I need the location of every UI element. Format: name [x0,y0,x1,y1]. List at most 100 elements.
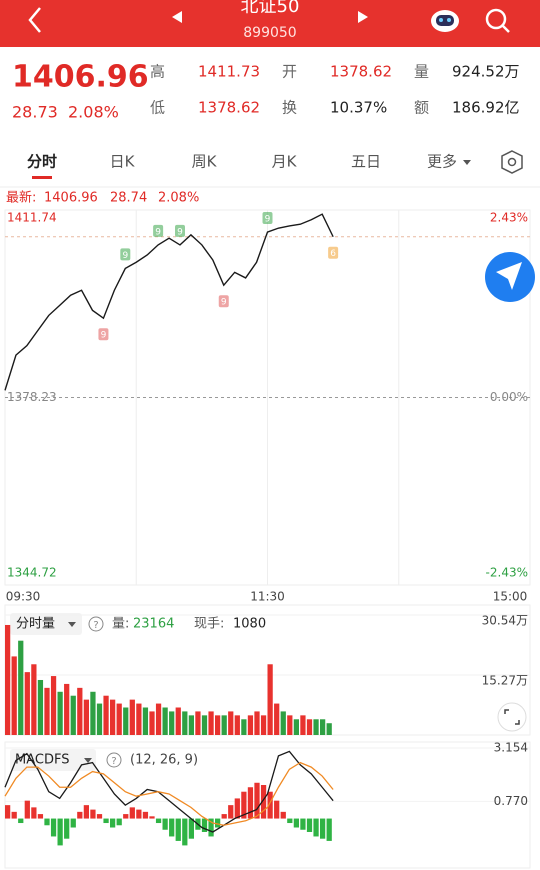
volume-title[interactable]: 分时量 [16,617,55,632]
latest-change: 28.74 [110,191,147,206]
volume-bar [96,703,103,735]
field-value: 186.92亿 [452,99,520,117]
tab[interactable]: 更多 [427,153,457,171]
volume-bar [274,703,280,735]
tab[interactable]: 周K [192,153,218,171]
dropdown-arrow [68,622,76,627]
field-label: 换 [282,99,297,117]
signal-label: 9 [122,251,128,261]
volume-bar [300,715,306,735]
macd-bar [70,818,76,828]
macd-bar [96,814,103,819]
macd-title[interactable]: MACDFS [15,753,69,768]
y-tick-label: 3.154 [494,741,528,755]
macd-bar [142,811,149,819]
y-tick-label: 30.54万 [482,614,528,628]
field-value: 1378.62 [330,63,392,81]
svg-text:?: ? [111,756,116,767]
header-code: 899050 [243,25,296,41]
settings-icon[interactable] [501,150,523,174]
volume-bar [155,703,162,735]
volume-bar [116,703,122,735]
hand-label: 现手: [194,617,224,632]
tab[interactable]: 分时 [27,153,57,171]
macd-line [4,750,334,833]
macd-bar [201,818,208,832]
macd-bar [300,818,306,830]
macd-bar [5,805,11,819]
tab[interactable]: 月K [272,153,298,171]
help-icon[interactable]: ? [106,752,122,768]
volume-bar [313,719,319,735]
field-label: 开 [282,63,297,81]
macd-bar [241,791,247,819]
floating-button[interactable] [485,252,535,302]
macd-bar [155,818,162,824]
macd-bar [215,818,221,828]
signal-label: 9 [101,331,107,341]
svg-text:?: ? [93,620,98,631]
macd-bar [37,814,44,819]
tab[interactable]: 日K [110,153,136,171]
volume-bar [260,715,267,735]
volume-bar [44,687,50,735]
macd-bar [116,818,122,826]
macd-params: (12, 26, 9) [130,753,198,768]
field-value: 1378.62 [198,99,260,117]
field-value: 924.52万 [452,63,520,81]
y-tick-label: 1411.74 [7,211,57,225]
signal-marker [98,328,109,341]
macd-bar [267,791,273,819]
x-tick-label: 09:30 [6,590,41,604]
help-icon[interactable]: ? [88,616,104,632]
signal-marker [153,224,164,237]
macd-bar [11,811,17,819]
volume-bar [11,656,17,735]
dropdown-arrow [84,758,92,763]
last-price: 1406.96 [12,60,149,95]
volume-bar [195,711,201,735]
macd-bar [208,818,214,837]
volume-bar [142,707,149,735]
volume-bar [188,715,194,735]
signal-marker [175,224,185,237]
back-button[interactable] [28,7,41,33]
macd-bar [31,807,37,819]
macd-bar [228,805,234,819]
macd-selector[interactable] [10,749,96,771]
expand-button[interactable] [497,702,527,732]
volume-selector[interactable] [10,613,82,635]
volume-bar [57,691,63,735]
tab-bar: 分时 日K 周K 月K 五日 更多 [27,153,471,179]
macd-bar [123,814,129,819]
macd-bar [18,818,24,824]
signal-marker [120,248,131,261]
search-icon[interactable] [485,8,510,33]
x-tick-label: 11:30 [250,590,285,604]
field-value: 10.37% [330,99,387,117]
volume-bar [136,703,142,735]
latest-change-pct: 2.08% [158,191,199,206]
volume-bar [221,715,227,735]
signal-label: 9 [221,298,227,308]
volume-bar [31,664,37,735]
signal-label: 6 [330,249,336,259]
macd-bar [149,816,155,819]
volume-bar [175,707,181,735]
volume-bar [201,715,208,735]
next-button[interactable] [358,11,368,23]
volume-bar [123,707,129,735]
macd-bar [136,809,142,819]
volume-bar [162,707,168,735]
macd-bar [234,798,240,819]
prev-button[interactable] [172,11,182,23]
volume-bar [254,711,260,735]
volume-bar [267,664,273,735]
tab[interactable]: 五日 [351,153,381,171]
macd-bar [64,818,70,839]
header-title: 北证50 [241,0,300,17]
assistant-icon[interactable] [431,10,459,32]
macd-bar [90,809,96,819]
